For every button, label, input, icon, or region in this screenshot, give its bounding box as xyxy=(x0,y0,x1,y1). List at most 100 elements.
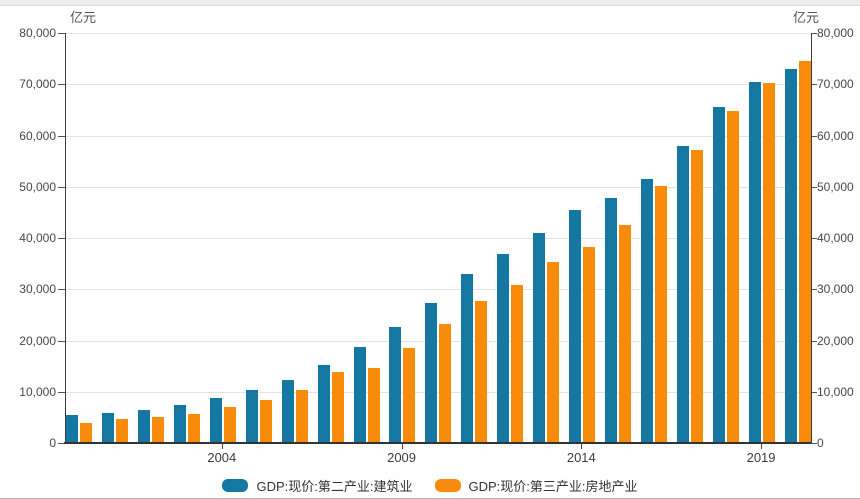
y-tick-mark xyxy=(811,186,817,188)
y-axis-unit-left: 亿元 xyxy=(70,10,97,25)
y-tick-mark xyxy=(811,33,817,34)
bar-construction-2016[interactable] xyxy=(641,178,653,443)
bar-group-2012 xyxy=(497,253,524,443)
bar-construction-2019[interactable] xyxy=(748,81,761,443)
bar-real-estate-2018[interactable] xyxy=(726,110,739,443)
bar-real-estate-2006[interactable] xyxy=(295,390,308,443)
x-tick-mark xyxy=(581,443,583,449)
bar-real-estate-2017[interactable] xyxy=(690,150,703,443)
x-tick-label-2014: 2014 xyxy=(566,450,596,465)
gridline xyxy=(65,84,810,86)
y-tick-mark xyxy=(811,391,817,393)
x-tick-label-2019: 2019 xyxy=(746,450,776,465)
bar-series xyxy=(66,33,811,443)
bar-construction-2011[interactable] xyxy=(461,274,474,443)
bar-real-estate-2005[interactable] xyxy=(259,400,272,443)
bar-real-estate-2014[interactable] xyxy=(583,247,596,443)
bar-construction-2002[interactable] xyxy=(137,409,150,443)
bar-real-estate-2001[interactable] xyxy=(115,419,128,443)
bar-real-estate-2008[interactable] xyxy=(367,367,380,443)
bar-real-estate-2000[interactable] xyxy=(80,422,92,443)
y-tick-label-right: 80,000 xyxy=(817,26,854,40)
gridline xyxy=(65,289,810,291)
bar-real-estate-2010[interactable] xyxy=(439,323,452,443)
bar-construction-2009[interactable] xyxy=(389,326,402,443)
bar-real-estate-2007[interactable] xyxy=(331,372,344,443)
y-tick-label-left: 60,000 xyxy=(19,128,56,143)
legend-swatch-construction xyxy=(222,479,249,492)
legend-label-construction: GDP:现价:第二产业:建筑业 xyxy=(256,479,413,494)
bar-group-2005 xyxy=(245,389,272,443)
bar-real-estate-2013[interactable] xyxy=(547,262,560,443)
bar-real-estate-2003[interactable] xyxy=(187,413,200,443)
bar-construction-2014[interactable] xyxy=(569,210,582,443)
bar-construction-2007[interactable] xyxy=(317,364,330,443)
bar-construction-2000[interactable] xyxy=(66,414,78,443)
plot-area xyxy=(65,33,812,443)
y-tick-mark xyxy=(58,186,65,188)
y-tick-label-left: 30,000 xyxy=(19,282,56,297)
y-tick-label-left: 50,000 xyxy=(19,179,56,194)
y-tick-mark xyxy=(811,289,817,291)
y-tick-label-left: 10,000 xyxy=(19,384,56,399)
bar-construction-2020[interactable] xyxy=(784,68,797,443)
bar-construction-2008[interactable] xyxy=(353,347,366,443)
bar-construction-2015[interactable] xyxy=(605,198,618,443)
y-tick-mark xyxy=(58,84,65,86)
y-tick-label-right: 20,000 xyxy=(817,333,854,348)
legend-item-construction[interactable]: GDP:现价:第二产业:建筑业 xyxy=(222,476,413,495)
bar-real-estate-2009[interactable] xyxy=(403,347,416,443)
bar-group-2013 xyxy=(533,233,560,443)
y-tick-mark xyxy=(58,340,65,342)
bar-construction-2004[interactable] xyxy=(209,398,222,443)
bar-group-2000 xyxy=(66,414,92,443)
y-tick-label-right: 0 xyxy=(817,436,824,450)
bar-real-estate-2015[interactable] xyxy=(619,225,632,443)
bar-group-2003 xyxy=(173,404,200,443)
y-tick-mark xyxy=(811,135,817,137)
bar-real-estate-2019[interactable] xyxy=(762,82,775,443)
y-tick-label-left: 70,000 xyxy=(19,77,56,92)
x-tick-mark xyxy=(221,443,223,449)
bar-group-2008 xyxy=(353,347,380,443)
legend-item-real-estate[interactable]: GDP:现价:第三产业:房地产业 xyxy=(434,476,638,495)
bar-real-estate-2020[interactable] xyxy=(798,60,811,443)
bar-group-2001 xyxy=(101,412,128,443)
bar-group-2018 xyxy=(712,106,739,443)
bar-group-2017 xyxy=(676,145,703,443)
bar-construction-2013[interactable] xyxy=(533,233,546,443)
bar-group-2004 xyxy=(209,398,236,443)
bar-construction-2005[interactable] xyxy=(245,389,258,443)
y-tick-mark xyxy=(58,33,65,34)
gridline xyxy=(65,238,810,239)
bar-construction-2017[interactable] xyxy=(676,145,689,443)
x-tick-label-2009: 2009 xyxy=(387,450,417,465)
bar-construction-2003[interactable] xyxy=(173,404,186,443)
bar-real-estate-2012[interactable] xyxy=(511,285,524,443)
bar-group-2015 xyxy=(605,198,632,443)
bar-real-estate-2004[interactable] xyxy=(223,407,236,443)
bar-construction-2012[interactable] xyxy=(497,253,510,443)
bar-construction-2006[interactable] xyxy=(281,379,294,443)
bar-construction-2001[interactable] xyxy=(101,412,114,443)
y-tick-label-left: 80,000 xyxy=(19,26,56,40)
bar-real-estate-2016[interactable] xyxy=(655,186,667,443)
y-axis-unit-right: 亿元 xyxy=(793,10,820,25)
y-tick-label-right: 60,000 xyxy=(817,128,854,143)
y-tick-mark xyxy=(811,340,817,342)
legend-swatch-real-estate xyxy=(434,479,461,492)
gridline xyxy=(65,33,810,34)
y-tick-mark xyxy=(58,238,65,239)
bar-real-estate-2011[interactable] xyxy=(475,301,488,443)
bar-group-2016 xyxy=(641,178,667,443)
window-top-edge xyxy=(0,0,860,6)
bar-group-2019 xyxy=(748,81,775,443)
bar-construction-2018[interactable] xyxy=(712,106,725,443)
bar-group-2014 xyxy=(569,210,596,443)
bar-real-estate-2002[interactable] xyxy=(151,417,164,443)
bar-construction-2010[interactable] xyxy=(425,303,438,443)
gridline xyxy=(65,135,810,137)
y-tick-mark xyxy=(58,391,65,393)
x-tick-mark xyxy=(761,443,763,449)
